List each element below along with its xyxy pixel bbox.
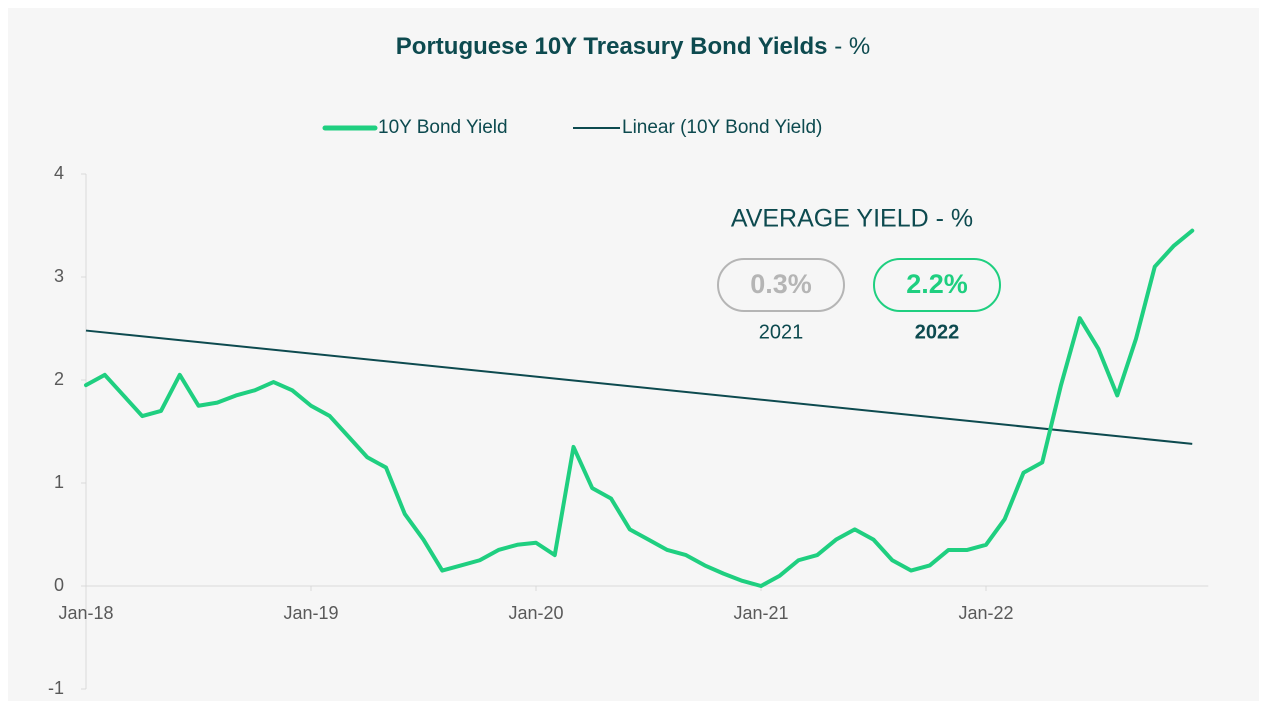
- trend-line: [85, 329, 1193, 445]
- x-tick-label: Jan-20: [508, 603, 563, 623]
- data-line: [84, 228, 1195, 588]
- y-tick-label: 3: [54, 266, 64, 286]
- x-tick-label: Jan-19: [283, 603, 338, 623]
- value-pill: [717, 258, 845, 312]
- y-tick-label: 2: [54, 369, 64, 389]
- annotation-title: AVERAGE YIELD - %: [731, 205, 973, 233]
- y-tick-label: 1: [54, 472, 64, 492]
- y-tick-label: 0: [54, 575, 64, 595]
- x-tick-label: Jan-21: [733, 603, 788, 623]
- chart-title-suffix: - %: [834, 33, 870, 60]
- chart-title: Portuguese 10Y Treasury Bond Yields: [396, 33, 828, 60]
- x-tick-label: Jan-18: [58, 603, 113, 623]
- value-pill: [873, 258, 1001, 312]
- x-tick-label: Jan-22: [958, 603, 1013, 623]
- legend-label: Linear (10Y Bond Yield): [622, 117, 822, 138]
- year-label: 2021: [759, 321, 804, 343]
- value-label: 2.2%: [906, 269, 968, 299]
- chart-title-group: Portuguese 10Y Treasury Bond Yields - %: [396, 33, 870, 60]
- y-tick-label: 4: [54, 163, 64, 183]
- legend-label: 10Y Bond Yield: [378, 117, 508, 138]
- value-label: 0.3%: [750, 269, 812, 299]
- year-label: 2022: [915, 321, 960, 343]
- y-tick-label: -1: [48, 678, 64, 698]
